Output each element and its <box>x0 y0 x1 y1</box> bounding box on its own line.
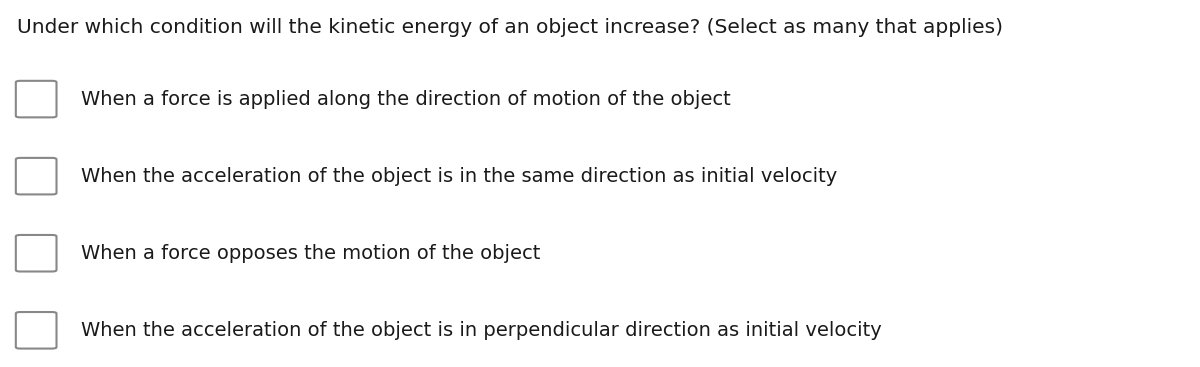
Text: When the acceleration of the object is in perpendicular direction as initial vel: When the acceleration of the object is i… <box>82 321 882 340</box>
FancyBboxPatch shape <box>16 81 56 117</box>
Text: Under which condition will the kinetic energy of an object increase? (Select as : Under which condition will the kinetic e… <box>17 18 1003 37</box>
Text: When a force opposes the motion of the object: When a force opposes the motion of the o… <box>82 244 541 263</box>
FancyBboxPatch shape <box>16 158 56 195</box>
Text: When the acceleration of the object is in the same direction as initial velocity: When the acceleration of the object is i… <box>82 167 838 186</box>
Text: When a force is applied along the direction of motion of the object: When a force is applied along the direct… <box>82 90 731 109</box>
FancyBboxPatch shape <box>16 312 56 349</box>
FancyBboxPatch shape <box>16 235 56 272</box>
